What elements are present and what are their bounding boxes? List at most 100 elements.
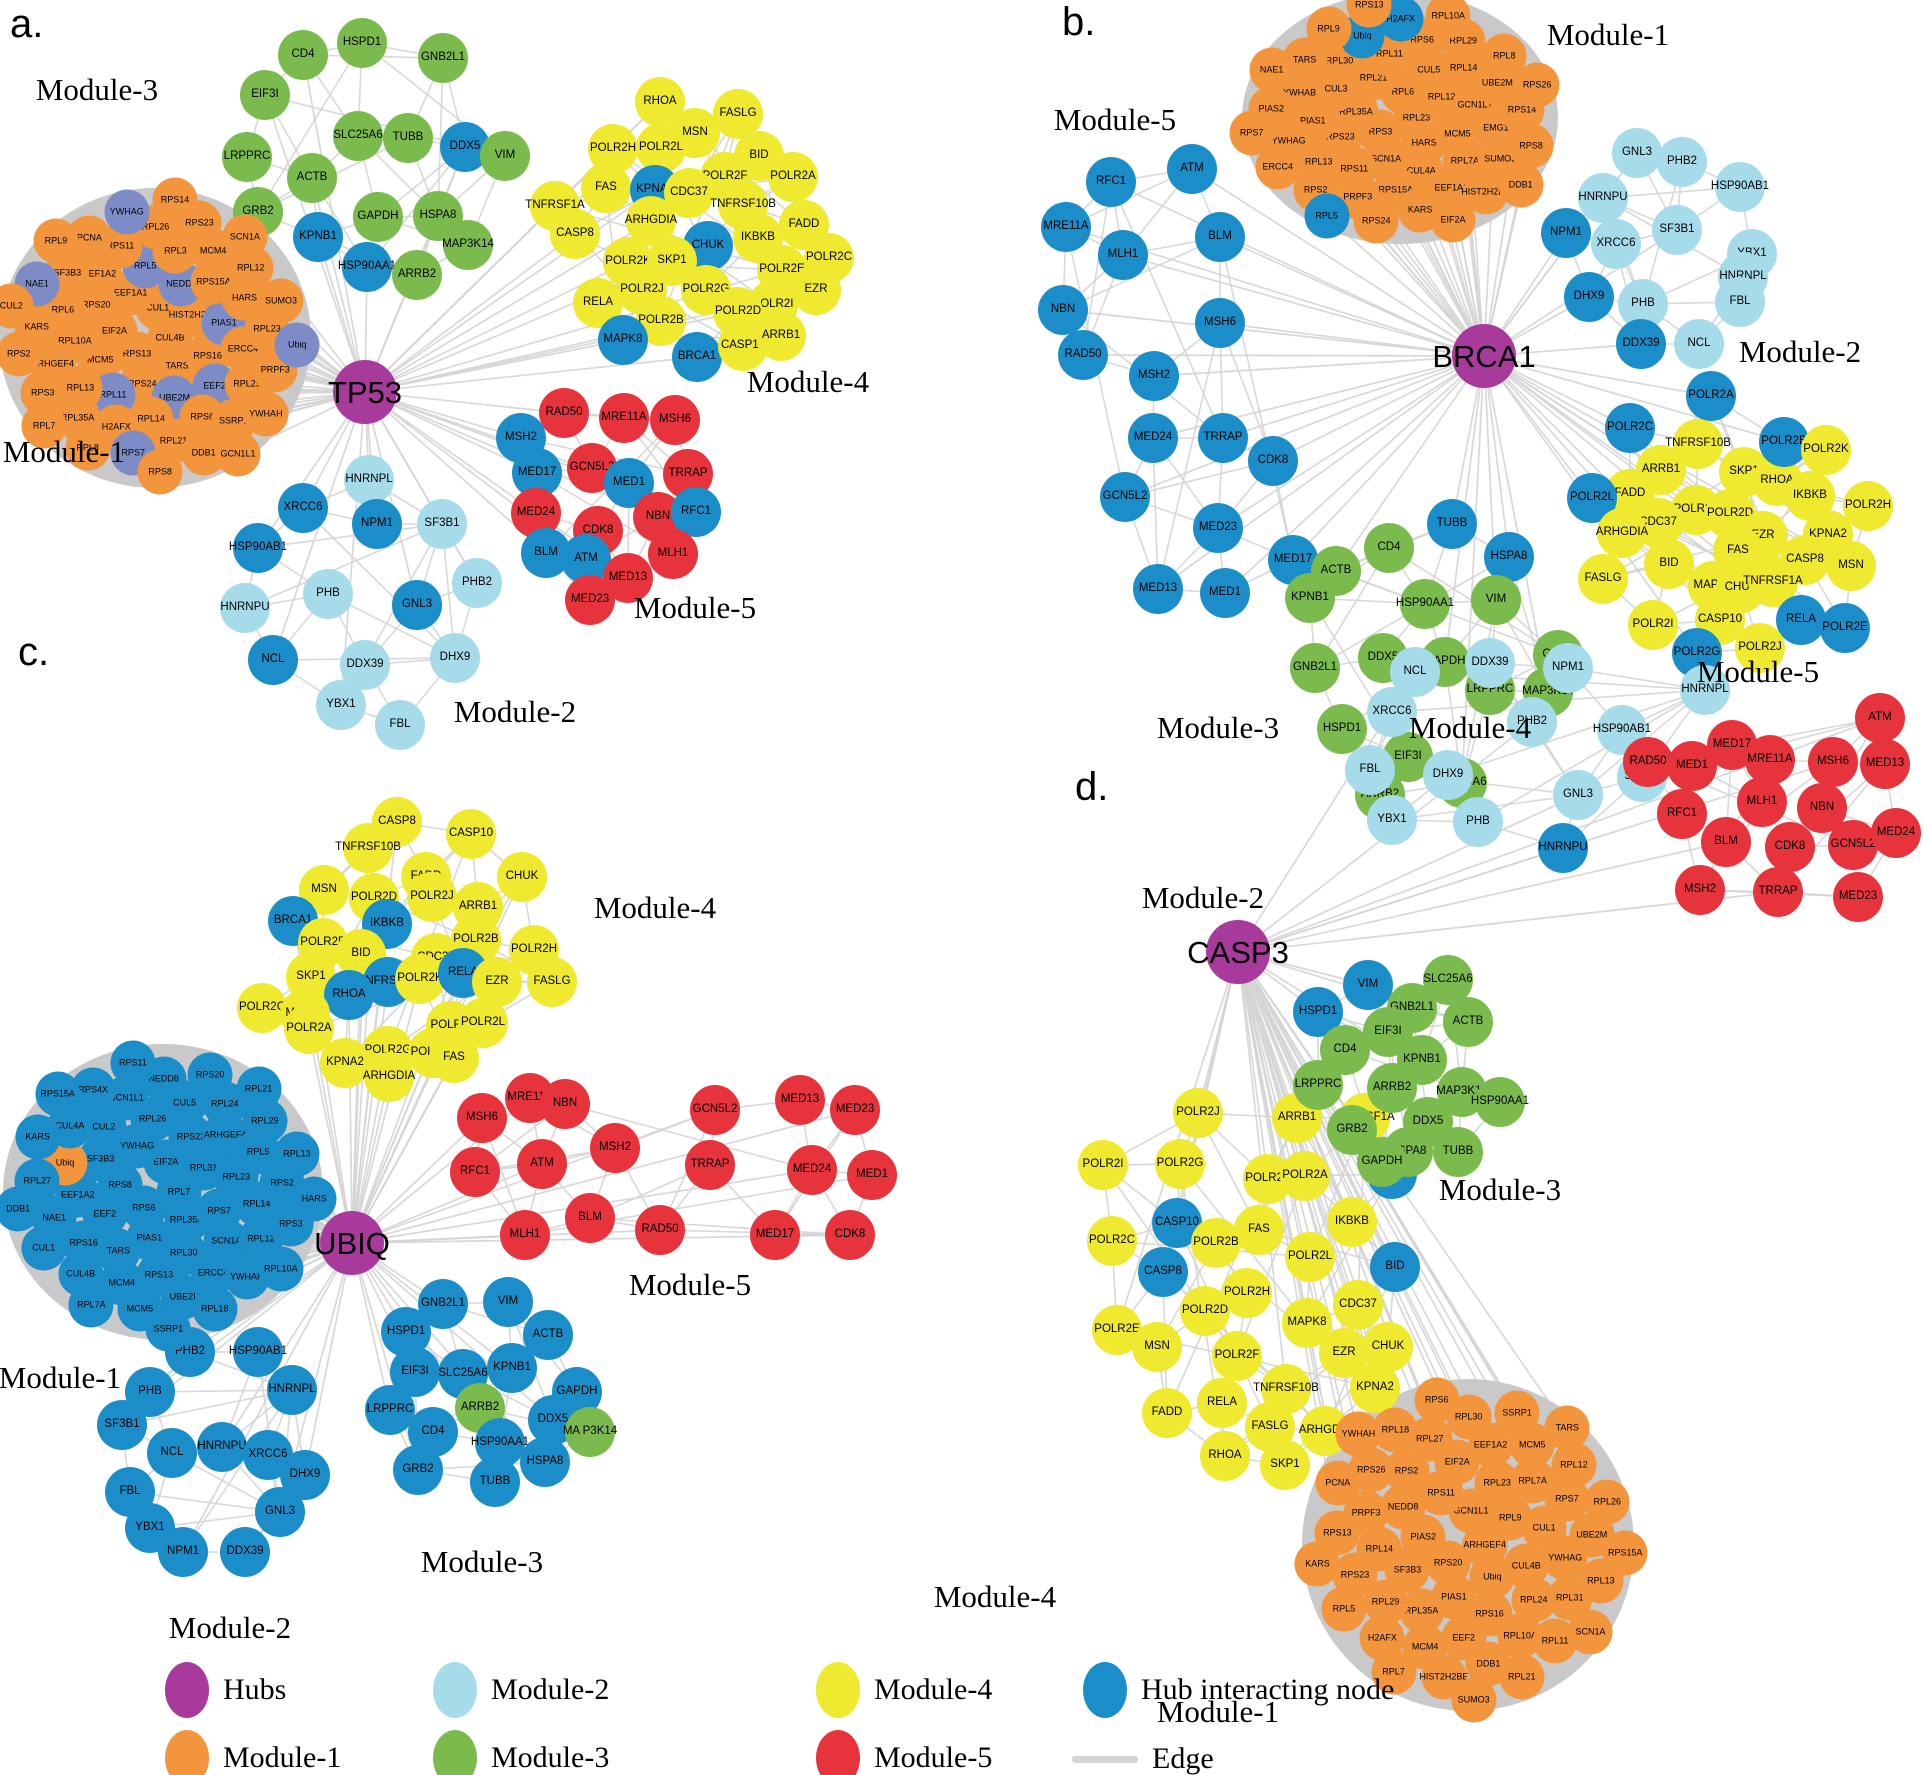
gene-node[interactable]: MED24 bbox=[787, 1145, 837, 1195]
gene-node[interactable]: XRCC6 bbox=[278, 483, 328, 533]
gene-node[interactable]: ATM bbox=[1855, 693, 1905, 743]
gene-node[interactable]: EIF3I bbox=[240, 70, 290, 120]
gene-node[interactable]: NPM1 bbox=[352, 499, 402, 549]
gene-node[interactable]: VIM bbox=[483, 1277, 533, 1327]
gene-node[interactable]: RFC1 bbox=[671, 487, 721, 537]
gene-node[interactable]: RHOA bbox=[324, 970, 374, 1020]
gene-node[interactable]: CASP10 bbox=[446, 809, 496, 859]
gene-node[interactable]: MSH6 bbox=[457, 1093, 507, 1143]
gene-node[interactable]: POLR2L bbox=[636, 123, 686, 173]
gene-node[interactable]: FBL bbox=[1345, 745, 1395, 795]
gene-node[interactable]: TUBB bbox=[470, 1457, 520, 1507]
gene-node[interactable]: LRPPRC bbox=[365, 1385, 415, 1435]
gene-node[interactable]: POLR2B bbox=[1191, 1218, 1241, 1268]
gene-node[interactable]: MED1 bbox=[847, 1150, 897, 1200]
gene-node[interactable]: FAS bbox=[1234, 1205, 1284, 1255]
gene-node[interactable]: MSH6 bbox=[1195, 298, 1245, 348]
gene-node[interactable]: POLR2D bbox=[1180, 1286, 1230, 1336]
gene-node[interactable]: CASP8 bbox=[550, 209, 600, 259]
gene-node[interactable]: TUBB bbox=[383, 113, 433, 163]
gene-node[interactable]: POLR2I bbox=[1078, 1140, 1128, 1190]
gene-node[interactable]: RPL26 bbox=[1584, 1479, 1630, 1525]
gene-node[interactable]: BID bbox=[1370, 1242, 1420, 1292]
hub-node[interactable]: UBIQ bbox=[314, 1211, 390, 1275]
gene-node[interactable]: BLM bbox=[1195, 212, 1245, 262]
gene-node[interactable]: HARS bbox=[291, 1176, 337, 1222]
gene-node[interactable]: DHX9 bbox=[1564, 272, 1614, 322]
gene-node[interactable]: HSPA8 bbox=[1484, 532, 1534, 582]
gene-node[interactable]: XRCC6 bbox=[243, 1430, 293, 1480]
gene-node[interactable]: RFC1 bbox=[1657, 789, 1707, 839]
gene-node[interactable]: MED24 bbox=[1871, 808, 1921, 858]
gene-node[interactable]: HNRNPL bbox=[1680, 665, 1730, 715]
gene-node[interactable]: HSP90AB1 bbox=[1593, 705, 1651, 755]
hub-node[interactable]: TP53 bbox=[328, 360, 402, 424]
gene-node[interactable]: GNB2L1 bbox=[418, 33, 468, 83]
gene-node[interactable]: RPS26 bbox=[1514, 62, 1560, 108]
gene-node[interactable]: KPNA2 bbox=[320, 1038, 370, 1088]
gene-node[interactable]: MED24 bbox=[1128, 413, 1178, 463]
gene-node[interactable]: KPNB1 bbox=[293, 212, 343, 262]
gene-node[interactable]: HSP90AB1 bbox=[229, 523, 287, 573]
gene-node[interactable]: SF3B1 bbox=[97, 1400, 147, 1450]
gene-node[interactable]: ARRB2 bbox=[392, 250, 442, 300]
gene-node[interactable]: RPS13 bbox=[1314, 1510, 1360, 1556]
gene-node[interactable]: RAD50 bbox=[635, 1205, 685, 1255]
gene-node[interactable]: HSP90AA1 bbox=[338, 242, 396, 292]
gene-node[interactable]: MA P3K14 bbox=[563, 1407, 617, 1457]
gene-node[interactable]: CDK8 bbox=[1248, 436, 1298, 486]
gene-node[interactable]: RFC1 bbox=[450, 1147, 500, 1197]
gene-node[interactable]: YBX1 bbox=[316, 680, 366, 730]
gene-node[interactable]: RPS15A bbox=[1602, 1530, 1648, 1576]
gene-node[interactable]: KPNA2 bbox=[1350, 1363, 1400, 1413]
gene-node[interactable]: DDX39 bbox=[220, 1527, 270, 1577]
gene-node[interactable]: VIM bbox=[480, 131, 530, 181]
gene-node[interactable]: GAPDH bbox=[1357, 1137, 1407, 1187]
gene-node[interactable]: KPNB1 bbox=[1285, 573, 1335, 623]
gene-node[interactable]: RPL5 bbox=[1321, 1586, 1367, 1632]
gene-node[interactable]: YWHAH bbox=[243, 391, 289, 437]
gene-node[interactable]: HNRNPU bbox=[197, 1422, 247, 1472]
gene-node[interactable]: PCNA bbox=[1315, 1460, 1361, 1506]
gene-node[interactable]: GNL3 bbox=[1612, 128, 1662, 178]
gene-node[interactable]: CDK8 bbox=[1765, 822, 1815, 872]
gene-node[interactable]: RPL21 bbox=[236, 1066, 281, 1112]
gene-node[interactable]: MSN bbox=[1826, 541, 1876, 591]
gene-node[interactable]: POLR2A bbox=[1280, 1151, 1330, 1201]
gene-node[interactable]: DHX9 bbox=[1423, 750, 1473, 800]
gene-node[interactable]: MAPK8 bbox=[598, 315, 648, 365]
gene-node[interactable]: KPNB1 bbox=[487, 1343, 537, 1393]
gene-node[interactable]: SUMO3 bbox=[1451, 1677, 1497, 1722]
gene-node[interactable]: RPS11 bbox=[110, 1040, 156, 1086]
gene-node[interactable]: RELA bbox=[1776, 595, 1826, 645]
gene-node[interactable]: DDB1 bbox=[1498, 162, 1544, 208]
gene-node[interactable]: NCL bbox=[147, 1428, 197, 1478]
gene-node[interactable]: RFC1 bbox=[1086, 157, 1136, 207]
gene-node[interactable]: POLR2G bbox=[681, 265, 731, 315]
gene-node[interactable]: POLR2L bbox=[1285, 1232, 1335, 1282]
gene-node[interactable]: MSH2 bbox=[590, 1123, 640, 1173]
gene-node[interactable]: YBX1 bbox=[1367, 795, 1417, 845]
gene-node[interactable]: BLM bbox=[565, 1193, 615, 1243]
gene-node[interactable]: RELA bbox=[1197, 1378, 1247, 1428]
gene-node[interactable]: SCN1A bbox=[222, 214, 268, 260]
gene-node[interactable]: RPL9 bbox=[33, 218, 79, 264]
gene-node[interactable]: PHB2 bbox=[452, 558, 502, 608]
gene-node[interactable]: RPS14 bbox=[152, 177, 198, 223]
gene-node[interactable]: YWHAH bbox=[1335, 1411, 1381, 1457]
gene-node[interactable]: CDC37 bbox=[1333, 1280, 1383, 1330]
gene-node[interactable]: RPS8 bbox=[137, 449, 183, 495]
gene-node[interactable]: RPL23 bbox=[1474, 1460, 1520, 1506]
gene-node[interactable]: ACTB bbox=[523, 1310, 573, 1360]
gene-node[interactable]: RPS7 bbox=[1229, 110, 1275, 156]
gene-node[interactable]: ACTB bbox=[287, 153, 337, 203]
gene-node[interactable]: TRRAP bbox=[1753, 867, 1803, 917]
gene-node[interactable]: FADD bbox=[1142, 1388, 1192, 1438]
gene-node[interactable]: DHX9 bbox=[430, 633, 480, 683]
gene-node[interactable]: TRRAP bbox=[685, 1140, 735, 1190]
gene-node[interactable]: POLR2L bbox=[458, 998, 508, 1048]
gene-node[interactable]: HSP90AA1 bbox=[1471, 1077, 1529, 1127]
gene-node[interactable]: RPL18 bbox=[192, 1286, 238, 1332]
gene-node[interactable]: BRCA1 bbox=[672, 332, 722, 382]
gene-node[interactable]: FASLG bbox=[713, 89, 763, 139]
